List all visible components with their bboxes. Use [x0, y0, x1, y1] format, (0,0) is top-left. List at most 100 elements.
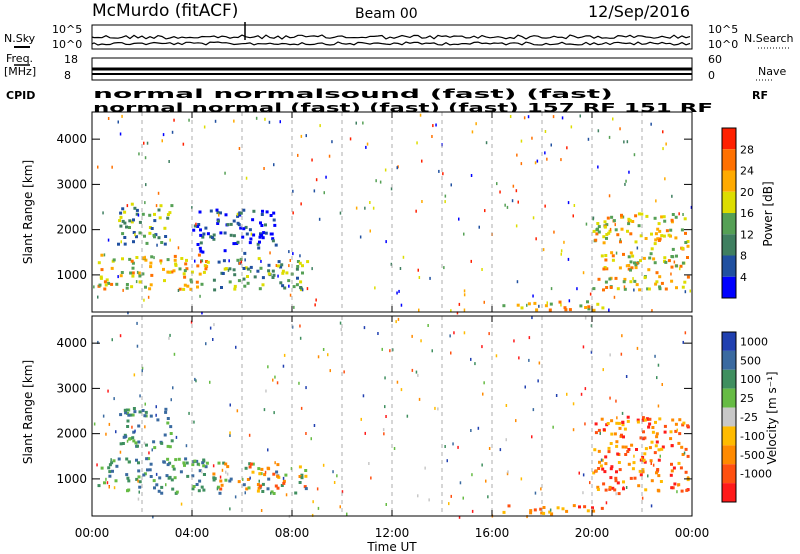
data-speck: [340, 328, 342, 332]
data-speck: [613, 295, 616, 299]
data-cell: [674, 422, 678, 426]
data-cell: [298, 465, 302, 469]
data-speck: [185, 444, 188, 448]
data-cell: [97, 484, 101, 488]
data-cell: [684, 241, 688, 244]
data-cell: [594, 431, 598, 435]
data-cell: [657, 489, 661, 493]
data-cell: [615, 444, 619, 448]
data-speck: [213, 323, 215, 327]
data-cell: [643, 460, 647, 464]
data-cell: [166, 270, 170, 274]
data-cell: [228, 479, 232, 483]
data-cell: [301, 264, 304, 268]
data-speck: [238, 147, 241, 150]
noise-tick-right-low: 10^0: [708, 38, 738, 51]
data-speck: [224, 171, 226, 175]
data-cell: [148, 231, 152, 235]
data-cell: [258, 287, 262, 291]
data-speck: [483, 300, 485, 304]
nave-tick-low: 0: [708, 69, 715, 82]
data-cell: [624, 453, 628, 456]
data-cell: [257, 486, 261, 490]
data-speck: [115, 430, 117, 434]
data-speck: [584, 387, 587, 391]
data-cell: [610, 215, 614, 219]
data-speck: [470, 429, 472, 432]
data-speck: [180, 502, 183, 506]
data-speck: [155, 472, 158, 476]
data-speck: [616, 416, 618, 420]
data-cell: [248, 228, 252, 232]
data-speck: [113, 397, 115, 401]
data-cell: [605, 233, 609, 236]
data-cell: [270, 490, 274, 494]
data-cell: [648, 446, 652, 450]
data-speck: [195, 379, 197, 383]
xtick-label: 16:00: [475, 526, 510, 540]
data-cell: [629, 280, 633, 284]
data-speck: [110, 458, 112, 462]
data-speck: [431, 349, 433, 353]
data-cell: [629, 268, 632, 272]
data-cell: [110, 282, 114, 286]
data-cell: [674, 429, 678, 433]
data-cell: [276, 486, 280, 490]
data-cell: [128, 226, 131, 229]
data-speck: [148, 451, 150, 455]
data-cell: [597, 225, 601, 229]
data-speck: [682, 340, 684, 344]
data-cell: [664, 287, 668, 291]
data-cell: [627, 448, 631, 451]
data-speck: [623, 285, 626, 289]
data-cell: [118, 219, 122, 223]
data-speck: [177, 246, 180, 250]
data-cell: [232, 234, 236, 238]
data-cell: [648, 422, 652, 426]
data-cell: [104, 283, 108, 287]
data-cell: [215, 208, 219, 212]
data-speck: [381, 347, 383, 351]
data-cell: [119, 442, 123, 446]
data-speck: [600, 458, 603, 462]
data-speck: [119, 334, 122, 338]
data-cell: [97, 261, 101, 265]
data-cell: [160, 241, 164, 244]
data-speck: [670, 272, 672, 276]
data-cell: [121, 207, 125, 211]
colorbar-tick-label: 16: [740, 207, 754, 220]
data-speck: [194, 259, 196, 263]
data-speck: [289, 293, 292, 297]
data-cell: [135, 477, 139, 481]
data-speck: [298, 381, 300, 385]
data-speck: [314, 303, 316, 307]
data-cell: [642, 430, 645, 434]
data-speck: [421, 159, 423, 163]
data-cell: [216, 485, 220, 489]
data-cell: [561, 507, 565, 511]
data-cell: [202, 458, 206, 462]
data-speck: [450, 494, 452, 498]
data-speck: [552, 425, 554, 429]
data-cell: [677, 441, 681, 445]
data-cell: [170, 270, 174, 274]
data-cell: [611, 486, 615, 490]
data-cell: [271, 276, 275, 279]
data-cell: [270, 232, 274, 236]
data-cell: [636, 420, 640, 424]
data-speck: [134, 429, 136, 433]
data-speck: [399, 267, 402, 270]
data-cell: [568, 308, 572, 312]
data-speck: [532, 216, 535, 220]
data-speck: [531, 316, 533, 320]
data-speck: [250, 232, 253, 236]
data-cell: [656, 237, 660, 241]
data-speck: [234, 495, 237, 499]
data-cell: [259, 233, 263, 237]
data-speck: [339, 505, 341, 509]
data-cell: [205, 461, 209, 465]
data-cell: [650, 232, 653, 236]
data-cell: [616, 233, 620, 237]
data-cell: [683, 280, 687, 284]
data-cell: [228, 267, 232, 271]
